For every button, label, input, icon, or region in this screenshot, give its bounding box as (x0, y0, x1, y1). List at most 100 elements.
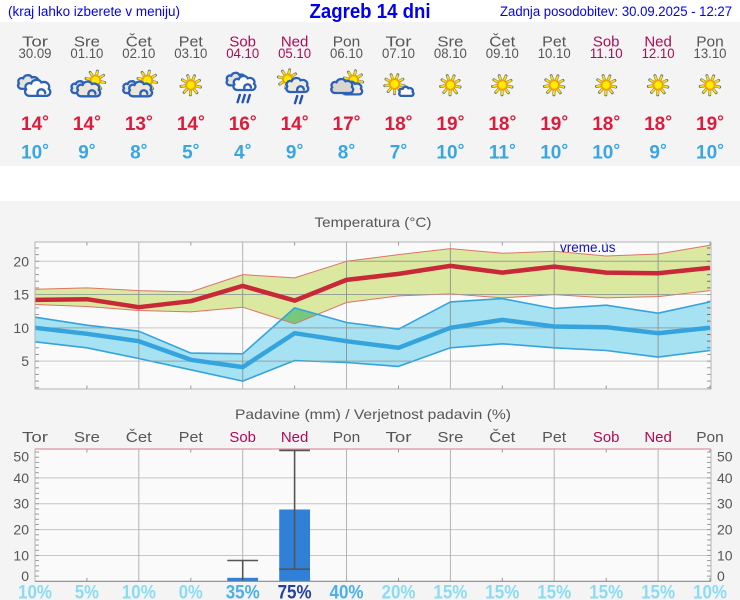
svg-text:Sre: Sre (74, 35, 100, 51)
svg-text:08.10: 08.10 (434, 46, 467, 61)
svg-text:Ned: Ned (644, 430, 672, 446)
svg-text:13°: 13° (125, 112, 153, 135)
svg-text:0: 0 (717, 568, 725, 584)
svg-text:9°: 9° (78, 141, 96, 164)
svg-text:40: 40 (717, 470, 733, 486)
svg-text:18°: 18° (644, 112, 672, 135)
svg-text:Čet: Čet (126, 34, 152, 51)
svg-text:10%: 10% (122, 583, 156, 600)
svg-text:05.10: 05.10 (278, 46, 311, 61)
svg-text:8°: 8° (130, 141, 148, 164)
svg-text:10°: 10° (592, 141, 620, 164)
svg-text:10: 10 (13, 547, 29, 563)
svg-text:14°: 14° (73, 112, 101, 135)
svg-text:10°: 10° (436, 141, 464, 164)
svg-text:Tor: Tor (386, 430, 412, 446)
svg-text:18°: 18° (385, 112, 413, 135)
svg-text:11°: 11° (489, 141, 516, 164)
svg-text:Sob: Sob (593, 35, 620, 51)
svg-text:Pet: Pet (179, 430, 203, 446)
svg-text:10°: 10° (696, 141, 724, 164)
svg-text:20: 20 (13, 253, 29, 269)
svg-text:Čet: Čet (126, 429, 152, 446)
svg-text:Pon: Pon (333, 35, 361, 51)
svg-text:Tor: Tor (386, 35, 412, 51)
svg-text:Čet: Čet (489, 429, 515, 446)
svg-text:Sob: Sob (593, 430, 620, 446)
svg-text:10: 10 (717, 547, 733, 563)
svg-text:Tor: Tor (22, 35, 48, 51)
svg-text:9°: 9° (286, 141, 304, 164)
svg-text:9°: 9° (649, 141, 667, 164)
svg-text:20%: 20% (382, 583, 416, 600)
svg-text:Sob: Sob (229, 430, 256, 446)
svg-text:19°: 19° (436, 112, 464, 135)
svg-text:18°: 18° (592, 112, 620, 135)
svg-text:Zagreb 14 dni: Zagreb 14 dni (310, 1, 431, 23)
svg-text:30.09: 30.09 (19, 46, 52, 61)
svg-text:5°: 5° (182, 141, 200, 164)
svg-text:07.10: 07.10 (382, 46, 415, 61)
svg-text:15: 15 (13, 287, 29, 303)
svg-text:20: 20 (717, 522, 733, 538)
svg-text:10%: 10% (693, 583, 727, 600)
svg-text:Sob: Sob (229, 35, 256, 51)
svg-text:13.10: 13.10 (694, 46, 727, 61)
svg-text:50: 50 (13, 449, 29, 465)
svg-text:Sre: Sre (74, 430, 100, 446)
svg-text:4°: 4° (234, 141, 252, 164)
svg-text:8°: 8° (338, 141, 356, 164)
svg-text:10°: 10° (21, 141, 49, 164)
svg-text:Pet: Pet (542, 35, 566, 51)
svg-text:02.10: 02.10 (122, 46, 155, 61)
svg-text:Ned: Ned (644, 35, 672, 51)
svg-text:Pon: Pon (333, 430, 361, 446)
svg-text:10.10: 10.10 (538, 46, 571, 61)
svg-text:01.10: 01.10 (70, 46, 103, 61)
svg-text:20: 20 (13, 522, 29, 538)
svg-text:Ned: Ned (281, 35, 309, 51)
svg-text:5%: 5% (75, 583, 99, 600)
svg-text:10: 10 (13, 320, 29, 336)
svg-text:19°: 19° (696, 112, 724, 135)
svg-text:12.10: 12.10 (642, 46, 675, 61)
svg-text:15%: 15% (485, 583, 519, 600)
svg-text:Čet: Čet (489, 34, 515, 51)
svg-text:Tor: Tor (22, 430, 48, 446)
svg-text:09.10: 09.10 (486, 46, 519, 61)
svg-text:0: 0 (21, 568, 29, 584)
svg-text:10°: 10° (540, 141, 568, 164)
svg-text:Pet: Pet (179, 35, 203, 51)
svg-text:06.10: 06.10 (330, 46, 363, 61)
svg-text:Temperatura (°C): Temperatura (°C) (315, 214, 432, 230)
svg-text:11.10: 11.10 (590, 46, 623, 61)
svg-text:0%: 0% (179, 583, 203, 600)
svg-text:16°: 16° (229, 112, 257, 135)
svg-text:15%: 15% (433, 583, 467, 600)
svg-text:35%: 35% (226, 583, 260, 600)
svg-text:Sre: Sre (437, 35, 463, 51)
svg-text:7°: 7° (390, 141, 408, 164)
svg-text:Padavine (mm) / Verjetnost pad: Padavine (mm) / Verjetnost padavin (%) (235, 406, 511, 422)
svg-text:14°: 14° (177, 112, 205, 135)
svg-text:Pon: Pon (696, 35, 724, 51)
svg-text:40: 40 (13, 470, 29, 486)
svg-text:vreme.us: vreme.us (560, 240, 616, 255)
svg-text:15%: 15% (641, 583, 675, 600)
svg-text:30: 30 (717, 496, 733, 512)
svg-text:10%: 10% (18, 583, 52, 600)
svg-text:14°: 14° (21, 112, 49, 135)
svg-text:04.10: 04.10 (226, 46, 259, 61)
svg-text:14°: 14° (281, 112, 309, 135)
svg-text:15%: 15% (589, 583, 623, 600)
svg-text:Pet: Pet (542, 430, 566, 446)
svg-text:50: 50 (717, 449, 733, 465)
svg-text:5: 5 (21, 353, 29, 369)
svg-text:Zadnja posodobitev: 30.09.2025: Zadnja posodobitev: 30.09.2025 - 12:27 (500, 4, 732, 19)
svg-text:03.10: 03.10 (174, 46, 207, 61)
svg-text:Sre: Sre (437, 430, 463, 446)
svg-text:75%: 75% (278, 583, 312, 600)
svg-text:40%: 40% (330, 583, 364, 600)
svg-text:(kraj lahko izberete v meniju): (kraj lahko izberete v meniju) (8, 4, 180, 19)
svg-text:18°: 18° (488, 112, 516, 135)
